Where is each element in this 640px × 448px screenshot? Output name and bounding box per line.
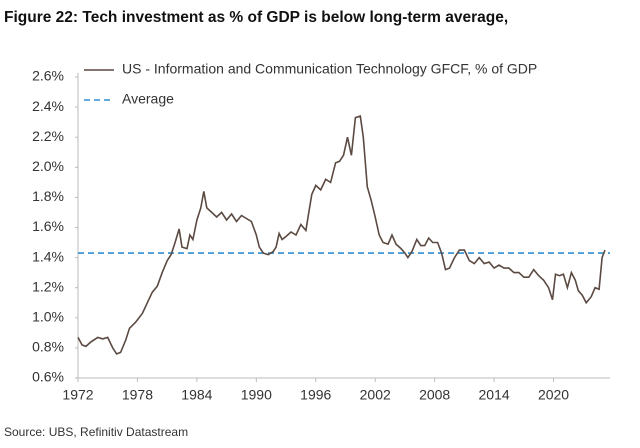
- y-tick-label: 0.8%: [32, 339, 64, 355]
- y-tick-label: 1.8%: [32, 188, 64, 204]
- legend-label: Average: [122, 91, 174, 107]
- y-tick-label: 2.4%: [32, 98, 64, 114]
- x-tick-label: 2014: [479, 387, 510, 403]
- x-tick-label: 1972: [62, 387, 93, 403]
- x-tick-label: 2002: [360, 387, 391, 403]
- source: Source: UBS, Refinitiv Datastream: [4, 425, 188, 439]
- y-tick-label: 1.0%: [32, 309, 64, 325]
- y-tick-label: 1.4%: [32, 248, 64, 264]
- y-tick-label: 2.0%: [32, 158, 64, 174]
- y-tick-label: 2.2%: [32, 128, 64, 144]
- x-tick-label: 1996: [300, 387, 331, 403]
- y-tick-label: 2.6%: [32, 68, 64, 84]
- chart-title: Figure 22: Tech investment as % of GDP i…: [4, 9, 508, 26]
- series-line: [77, 115, 606, 355]
- y-tick-label: 1.2%: [32, 278, 64, 294]
- x-tick-label: 1984: [181, 387, 212, 403]
- x-tick-label: 2008: [419, 387, 450, 403]
- x-tick-label: 1978: [122, 387, 153, 403]
- x-tick-label: 2020: [538, 387, 569, 403]
- y-tick-label: 0.6%: [32, 369, 64, 385]
- legend-label: US - Information and Communication Techn…: [122, 61, 537, 77]
- y-tick-label: 1.6%: [32, 218, 64, 234]
- x-tick-label: 1990: [241, 387, 272, 403]
